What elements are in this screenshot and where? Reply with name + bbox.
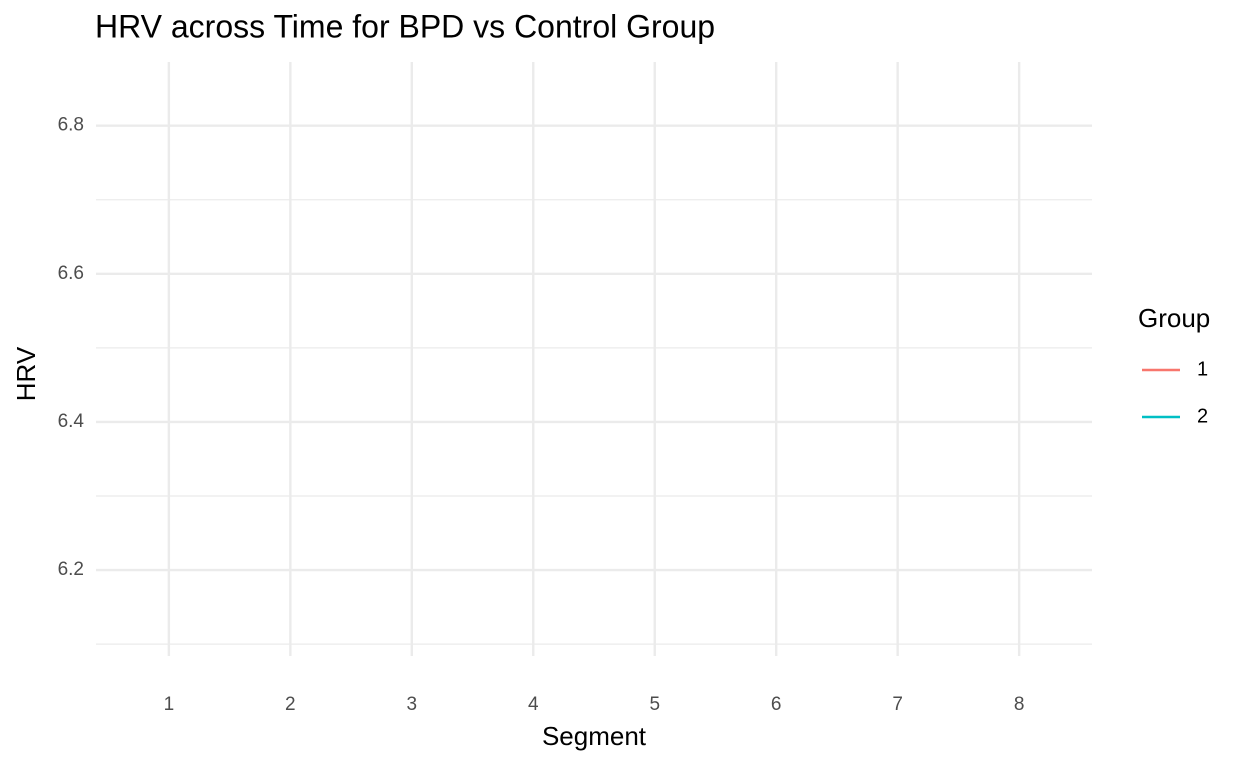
x-tick-label: 3 bbox=[407, 694, 418, 715]
y-axis-title: HRV bbox=[11, 346, 41, 401]
legend-label: 1 bbox=[1197, 358, 1208, 380]
legend-label: 2 bbox=[1197, 405, 1208, 427]
x-tick-label: 5 bbox=[649, 694, 660, 715]
y-tick-label: 6.4 bbox=[58, 411, 85, 432]
x-tick-label: 8 bbox=[1014, 694, 1025, 715]
y-tick-label: 6.2 bbox=[58, 559, 84, 580]
x-tick-label: 4 bbox=[528, 694, 539, 715]
x-tick-label: 7 bbox=[892, 694, 903, 715]
x-tick-label: 1 bbox=[164, 694, 175, 715]
legend-title: Group bbox=[1138, 303, 1210, 333]
y-tick-label: 6.6 bbox=[58, 263, 84, 284]
y-tick-label: 6.8 bbox=[58, 115, 84, 136]
x-tick-label: 6 bbox=[771, 694, 782, 715]
chart-title: HRV across Time for BPD vs Control Group bbox=[95, 8, 715, 44]
x-axis-title: Segment bbox=[542, 721, 647, 751]
x-tick-label: 2 bbox=[285, 694, 296, 715]
